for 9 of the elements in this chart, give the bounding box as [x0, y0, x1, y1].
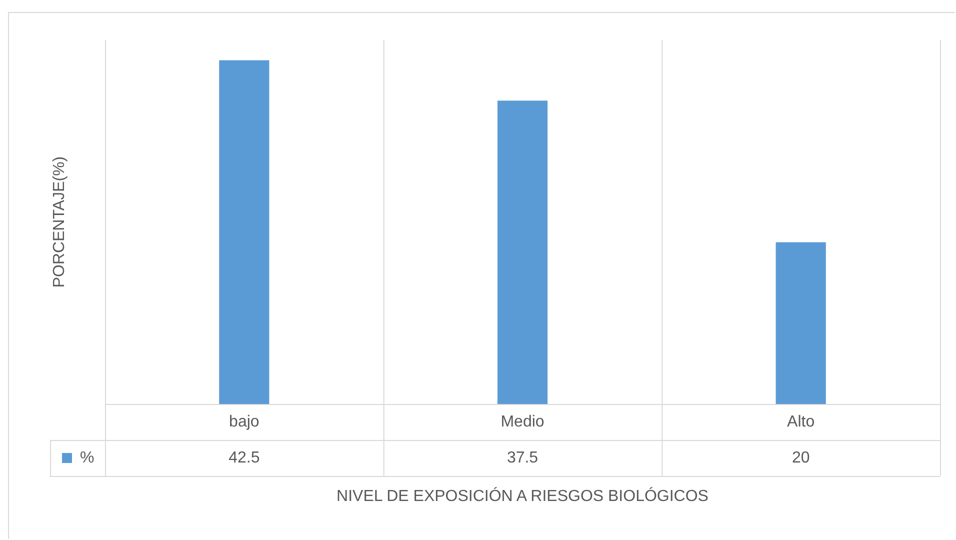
legend-label: %: [80, 449, 94, 466]
data-label: 42.5: [228, 449, 260, 466]
x-axis-title: NIVEL DE EXPOSICIÓN A RIESGOS BIOLÓGICOS: [336, 488, 708, 506]
y-axis-title: PORCENTAJE(%): [51, 156, 69, 288]
data-label: 20: [792, 449, 810, 466]
x-tick-label: Medio: [500, 413, 544, 430]
x-tick-label: bajo: [229, 413, 260, 430]
data-label: 37.5: [506, 449, 538, 466]
x-tick-label: Alto: [787, 413, 815, 430]
